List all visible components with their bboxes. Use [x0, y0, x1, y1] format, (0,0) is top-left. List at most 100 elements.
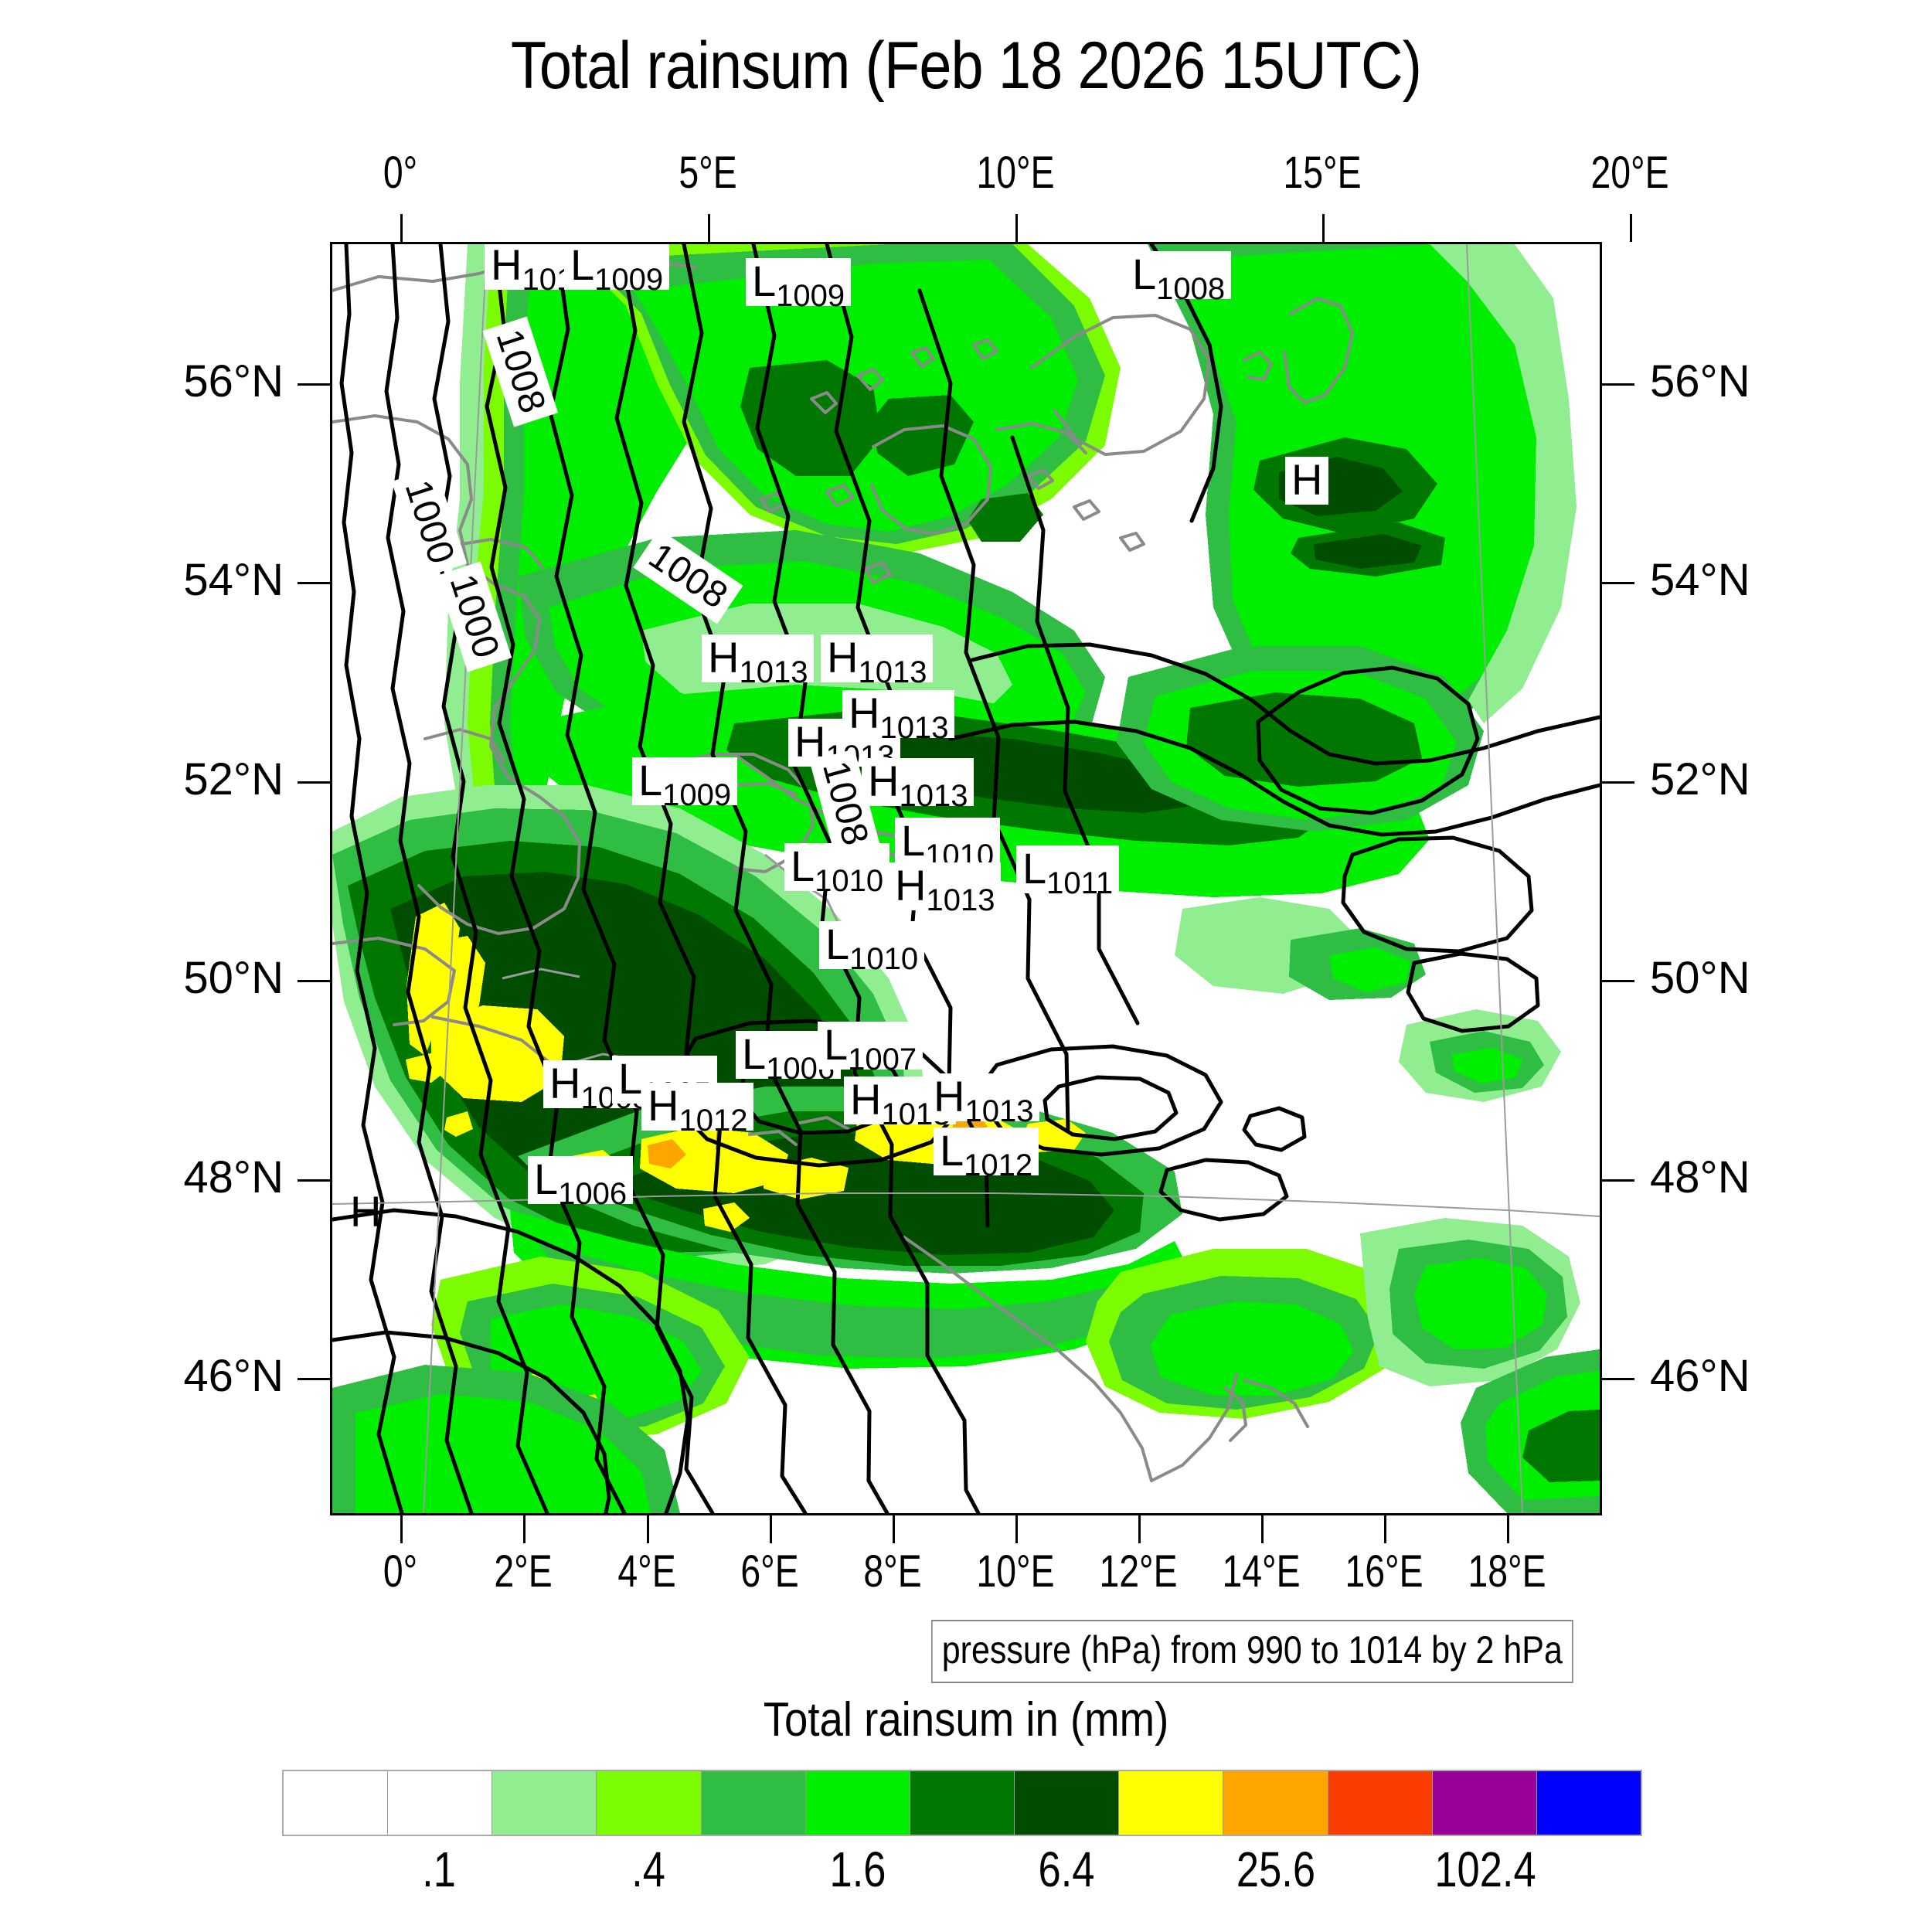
tick-bottom-6: 12°E	[1099, 1546, 1178, 1597]
pressure-marker-value: 1011	[1046, 866, 1114, 900]
tick-mark-right-1	[1602, 582, 1634, 585]
colorbar-cell-2	[492, 1771, 597, 1835]
tick-mark-bottom-5	[1015, 1515, 1018, 1543]
tick-mark-right-5	[1602, 1378, 1634, 1381]
tick-left-3: 50°N	[183, 953, 284, 1004]
pressure-marker-type: L	[1022, 844, 1047, 893]
colorbar-cell-4	[701, 1771, 806, 1835]
pressure-marker-value: 1010	[849, 942, 919, 976]
pressure-marker-type: L	[534, 1155, 559, 1203]
pressure-marker-value: 1006	[558, 1177, 628, 1211]
pressure-marker-h-14: H1013	[889, 862, 1002, 916]
colorbar-cell-10	[1328, 1771, 1433, 1835]
pressure-marker-type: H	[868, 757, 900, 805]
tick-right-1: 54°N	[1650, 555, 1750, 606]
pressure-marker-value: 1007	[848, 1043, 917, 1077]
pressure-marker-h-9: H1013	[862, 757, 975, 811]
pressure-marker-type: H	[850, 1075, 882, 1124]
tick-mark-right-3	[1602, 980, 1634, 983]
tick-mark-bottom-9	[1506, 1515, 1509, 1543]
colorbar-tick-labels: .1 .4 1.6 6.4 25.6 102.4	[282, 1841, 1642, 1910]
pressure-marker-l-23: L1012	[934, 1126, 1039, 1181]
pressure-marker-value: 1013	[926, 883, 995, 917]
pressure-marker-l-17: L1007	[818, 1020, 923, 1075]
pressure-marker-h-22: H1013	[927, 1073, 1040, 1127]
pressure-marker-l-11: L1010	[895, 816, 1001, 871]
pressure-marker-type: L	[1132, 250, 1157, 298]
tick-left-1: 54°N	[183, 555, 284, 606]
tick-bottom-8: 16°E	[1345, 1546, 1423, 1597]
tick-mark-bottom-0	[400, 1515, 403, 1543]
pressure-marker-l-15: L1010	[819, 920, 925, 975]
tick-mark-left-5	[298, 1378, 330, 1381]
colorbar-cell-9	[1223, 1771, 1328, 1835]
pressure-marker-h-4: H	[1285, 455, 1329, 505]
colorbar-cell-1	[388, 1771, 493, 1835]
tick-mark-left-4	[298, 1179, 330, 1182]
tick-right-3: 50°N	[1650, 953, 1750, 1004]
pressure-marker-value: 1013	[879, 711, 949, 745]
colorbar-label-4: 25.6	[1236, 1842, 1316, 1897]
pressure-marker-l-24: L1006	[528, 1155, 634, 1209]
pressure-marker-type: L	[791, 842, 815, 890]
tick-mark-bottom-3	[769, 1515, 772, 1543]
pressure-marker-h-20: H1012	[641, 1083, 754, 1136]
colorbar-label-0: .1	[422, 1842, 456, 1897]
tick-mark-top-2	[1015, 214, 1018, 242]
pressure-marker-value: 1013	[739, 655, 808, 689]
pressure-marker-type: L	[752, 257, 777, 305]
pressure-marker-l-2: L1009	[746, 257, 852, 311]
colorbar-cell-5	[805, 1771, 910, 1835]
pressure-marker-value: 1009	[594, 263, 664, 297]
pressure-marker-value: 1012	[679, 1104, 748, 1138]
pressure-marker-value: 1010	[815, 864, 884, 898]
pressure-marker-l-13: L1011	[1016, 844, 1120, 899]
pressure-marker-h-25: H	[344, 1189, 387, 1236]
page-title: Total rainsum (Feb 18 2026 15UTC)	[510, 29, 1422, 103]
pressure-marker-h-5: H1013	[702, 633, 815, 688]
pressure-marker-l-1: L1009	[564, 242, 670, 295]
tick-mark-left-1	[298, 582, 330, 585]
pressure-marker-type: H	[708, 633, 740, 682]
colorbar-cell-0	[284, 1771, 389, 1835]
colorbar-label-3: 6.4	[1038, 1842, 1095, 1897]
pressure-marker-type: L	[824, 1020, 849, 1069]
pressure-marker-l-3: L1008	[1126, 250, 1232, 304]
tick-mark-right-0	[1602, 383, 1634, 386]
pressure-marker-type: H	[827, 633, 859, 682]
tick-left-2: 52°N	[183, 753, 284, 804]
colorbar-label-1: .4	[631, 1842, 665, 1897]
pressure-marker-value: 1009	[776, 279, 845, 313]
tick-mark-top-4	[1629, 214, 1632, 242]
colorbar[interactable]	[282, 1770, 1642, 1836]
tick-bottom-4: 8°E	[862, 1546, 922, 1597]
tick-mark-bottom-7	[1260, 1515, 1264, 1543]
tick-mark-left-2	[298, 781, 330, 784]
pressure-marker-h-8: H1013	[842, 690, 955, 743]
tick-bottom-7: 14°E	[1222, 1546, 1301, 1597]
tick-left-5: 46°N	[183, 1351, 284, 1402]
tick-mark-left-0	[298, 383, 330, 386]
pressure-marker-type: H	[350, 1187, 382, 1236]
map-canvas: H1011 L1009 L1009 L1008 H H1013 H1013 H1013 H101…	[332, 244, 1600, 1513]
tick-right-4: 48°N	[1650, 1151, 1750, 1202]
tick-bottom-5: 10°E	[976, 1546, 1055, 1597]
tick-right-0: 56°N	[1650, 355, 1750, 406]
pressure-marker-type: H	[1291, 455, 1323, 504]
pressure-marker-type: L	[940, 1126, 964, 1175]
tick-left-0: 56°N	[183, 355, 284, 406]
pressure-marker-value: 1008	[1156, 272, 1226, 306]
pressure-marker-value: 1013	[858, 655, 927, 689]
tick-bottom-1: 2°E	[494, 1546, 553, 1597]
pressure-marker-type: L	[901, 816, 926, 865]
pressure-marker-l-10: L1009	[632, 757, 738, 811]
tick-top-2: 10°E	[976, 148, 1055, 198]
map-plot-area[interactable]: H1011 L1009 L1009 L1008 H H1013 H1013 H1013 H101…	[330, 242, 1602, 1515]
tick-right-5: 46°N	[1650, 1351, 1750, 1402]
pressure-marker-type: L	[570, 242, 595, 289]
tick-mark-bottom-8	[1383, 1515, 1386, 1543]
tick-bottom-2: 4°E	[617, 1546, 676, 1597]
colorbar-cell-11	[1432, 1771, 1537, 1835]
pressure-marker-type: L	[825, 920, 850, 968]
tick-mark-left-3	[298, 980, 330, 983]
